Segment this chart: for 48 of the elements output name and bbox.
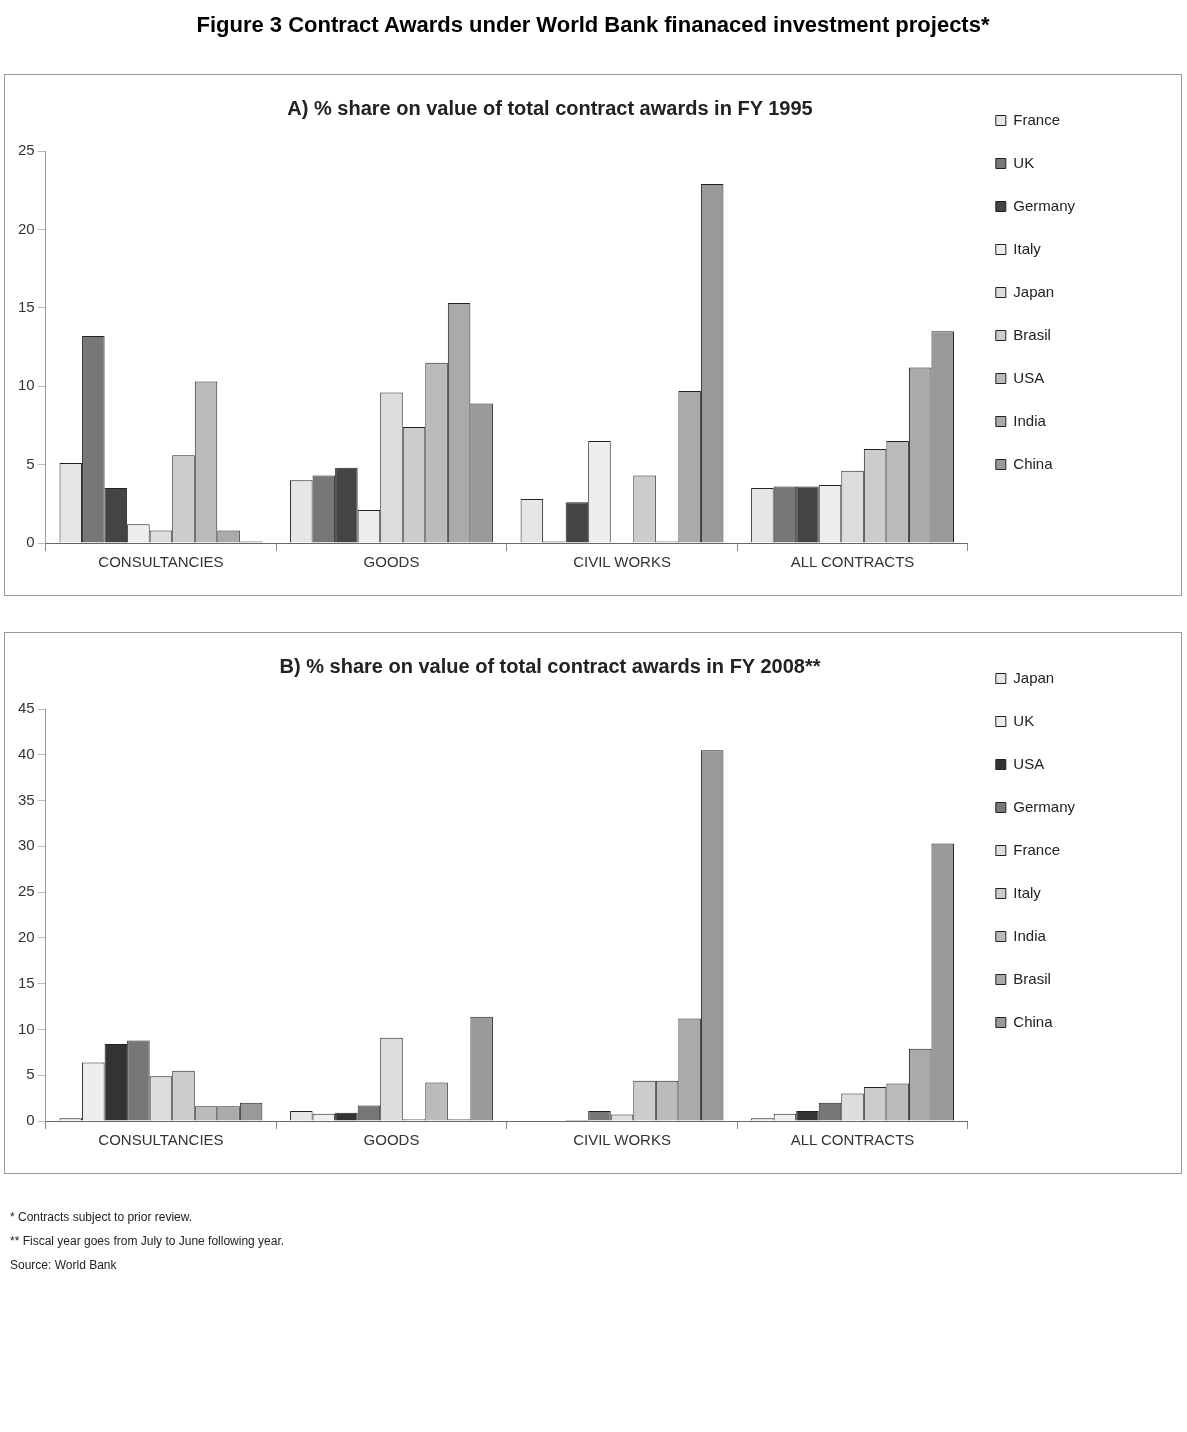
legend-label: USA: [1013, 368, 1045, 386]
legend-label: China: [1013, 1012, 1054, 1030]
y-tick-label: 30: [18, 836, 35, 854]
x-tick-label: ALL CONTRACTS: [790, 553, 915, 571]
legend-label: Germany: [1013, 797, 1076, 815]
legend-label: Germany: [1013, 196, 1076, 214]
y-tick-label: 25: [18, 882, 35, 900]
y-tick-label: 10: [18, 376, 35, 394]
x-tick-label: ALL CONTRACTS: [790, 1131, 915, 1149]
legend-label: USA: [1013, 754, 1045, 772]
x-tick-label: GOODS: [363, 1131, 420, 1149]
legend-label: France: [1013, 110, 1060, 128]
y-tick-label: 0: [26, 533, 35, 551]
y-tick-label: 35: [18, 790, 35, 808]
x-tick-label: CIVIL WORKS: [573, 553, 671, 571]
y-tick-label: 15: [18, 973, 35, 991]
text: ** Fiscal year goes from July to June following year.: [10, 1234, 286, 1248]
chart-title: B) % share on value of total contract awards in FY 2008**: [279, 654, 821, 677]
x-tick-label: CIVIL WORKS: [573, 1131, 671, 1149]
legend-label: China: [1013, 454, 1054, 472]
legend-label: India: [1013, 926, 1047, 944]
y-tick-label: 0: [26, 1111, 35, 1129]
legend-label: Japan: [1013, 668, 1055, 686]
legend-label: UK: [1013, 711, 1035, 729]
y-tick-label: 5: [26, 1065, 35, 1083]
source-note: Source: World Bank: [10, 1258, 118, 1272]
legend-label: Brasil: [1013, 969, 1051, 987]
x-tick-label: GOODS: [363, 553, 420, 571]
legend-label: Brasil: [1013, 325, 1051, 343]
legend-label: France: [1013, 840, 1060, 858]
y-tick-label: 40: [18, 744, 35, 762]
y-tick-label: 20: [18, 219, 35, 237]
x-tick-label: CONSULTANCIES: [98, 553, 224, 571]
y-tick-label: 10: [18, 1019, 35, 1037]
x-tick-label: CONSULTANCIES: [98, 1131, 224, 1149]
legend-label: Italy: [1013, 883, 1042, 901]
y-tick-label: 25: [18, 141, 35, 159]
legend-label: Italy: [1013, 239, 1042, 257]
y-tick-label: 5: [26, 454, 35, 472]
y-tick-label: 45: [18, 699, 35, 717]
y-tick-label: 15: [18, 297, 35, 315]
text: * Contracts subject to prior review.: [10, 1210, 194, 1224]
legend-label: Japan: [1013, 282, 1055, 300]
legend-label: India: [1013, 411, 1047, 429]
legend-label: UK: [1013, 153, 1035, 171]
chart-title: Figure 3 Contract Awards under World Bank finanaced investment projects*: [195, 11, 991, 39]
y-tick-label: 20: [18, 928, 35, 946]
chart-subtitle: A) % share on value of total contract awards in FY 1995: [287, 96, 813, 119]
